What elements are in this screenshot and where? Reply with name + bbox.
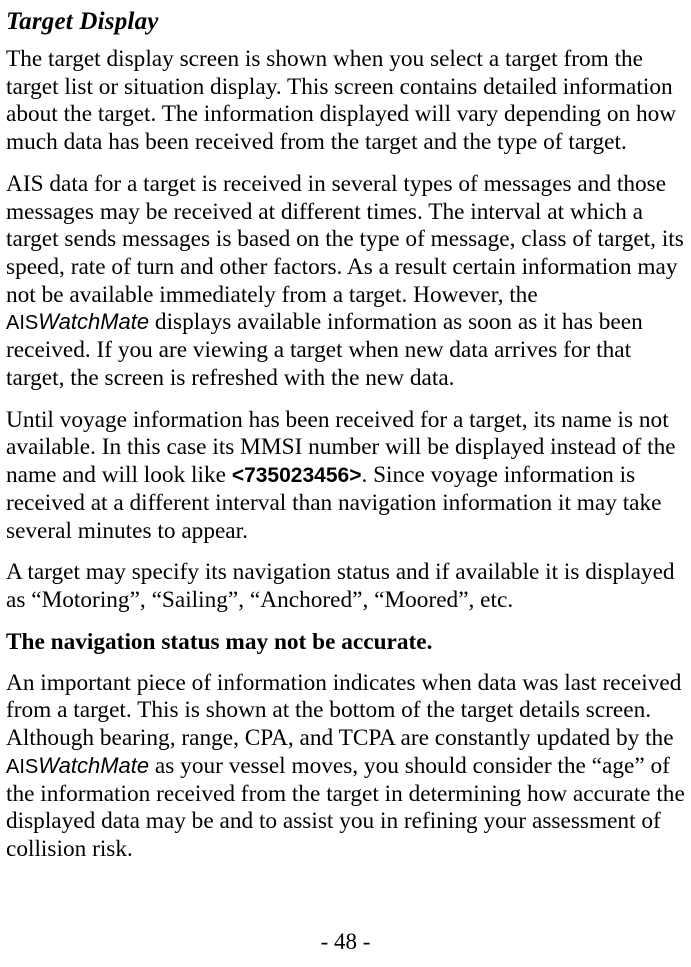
ais-prefix: AIS — [6, 312, 38, 334]
section-heading: Target Display — [6, 8, 685, 36]
paragraph-nav-status: A target may specify its navigation stat… — [6, 559, 685, 614]
watchmate-brand: WatchMate — [38, 753, 149, 778]
paragraph-data-age: An important piece of information indica… — [6, 670, 685, 864]
document-page: Target Display The target display screen… — [0, 0, 691, 967]
ais-prefix: AIS — [6, 756, 38, 778]
watchmate-brand: WatchMate — [38, 309, 149, 334]
paragraph-voyage-info: Until voyage information has been receiv… — [6, 407, 685, 546]
paragraph-intro: The target display screen is shown when … — [6, 46, 685, 157]
paragraph-ais-data: AIS data for a target is received in sev… — [6, 171, 685, 393]
text-run: An important piece of information indica… — [6, 670, 681, 751]
text-run: A target may specify its navigation stat… — [6, 559, 675, 613]
text-run: AIS data for a target is received in sev… — [6, 171, 684, 308]
mmsi-example: <735023456> — [232, 464, 362, 487]
text-run: The target display screen is shown when … — [6, 46, 676, 155]
page-number: - 48 - — [0, 929, 691, 955]
warning-line: The navigation status may not be accurat… — [6, 629, 685, 656]
